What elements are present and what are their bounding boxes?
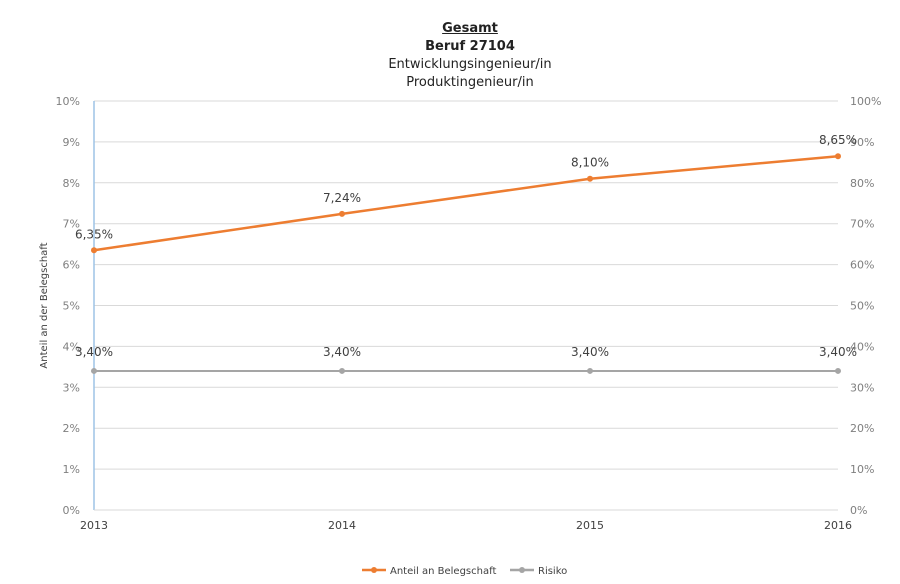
data-label: 8,10% [571,156,609,170]
y-tick-label: 7% [63,218,80,231]
legend-label: Risiko [538,566,567,577]
data-label: 3,40% [75,345,113,359]
x-tick-label: 2016 [824,519,852,532]
legend-item[interactable]: Risiko [510,566,567,577]
y-tick-label: 5% [63,300,80,313]
y2-tick-label: 60% [850,259,874,272]
y-tick-label: 2% [63,422,80,435]
legend-marker [371,567,377,573]
legend-item[interactable]: Anteil an Belegschaft [362,566,496,577]
y-tick-label: 1% [63,463,80,476]
series-lines [93,154,839,372]
y2-tick-label: 50% [850,300,874,313]
y-tick-label: 0% [63,504,80,517]
y2-tick-label: 40% [850,340,874,353]
data-point [91,247,97,254]
chart-subtitle-2: Entwicklungsingenieur/in [388,57,552,72]
y-tick-label: 3% [63,381,80,394]
y2-tick-label: 30% [850,381,874,394]
data-label: 3,40% [571,345,609,359]
data-point [587,367,593,374]
data-point [339,210,345,217]
legend-marker [519,567,525,573]
data-label: 8,65% [819,133,857,147]
y-tick-label: 9% [63,136,80,149]
y2-tick-label: 70% [850,218,874,231]
data-point [835,153,841,160]
chart-title-block: Gesamt Beruf 27104 Entwicklungsingenieur… [260,20,680,92]
data-label: 3,40% [323,345,361,359]
data-point [835,367,841,374]
series-line-anteil [93,154,839,252]
y-tick-label: 6% [63,259,80,272]
data-point [587,175,593,182]
chart-subtitle-3: Produktingenieur/in [406,75,534,90]
y2-tick-label: 10% [850,463,874,476]
axes: 0% 1% 2% 3% 4% 5% 6% 7% 8% 9% 10% 0% 10% 20% 30% 40% 50%… [39,95,881,532]
legend: Anteil an Belegschaft Risiko [362,566,567,577]
y-axis-title: Anteil an der Belegschaft [39,242,50,368]
y2-tick-label: 90% [850,136,874,149]
legend-label: Anteil an Belegschaft [390,566,496,577]
data-label: 3,40% [819,345,857,359]
x-tick-label: 2014 [328,519,356,532]
data-point [339,367,345,374]
y-tick-label: 10% [56,95,80,108]
data-labels: 6,35% 7,24% 8,10% 8,65% 3,40% 3,40% 3,40% 3,40% [75,133,857,359]
y-tick-label: 8% [63,177,80,190]
series-points [91,153,841,374]
chart-subtitle-1: Beruf 27104 [425,39,515,54]
x-tick-label: 2013 [80,519,108,532]
y2-tick-label: 100% [850,95,881,108]
data-label: 6,35% [75,227,113,241]
data-label: 7,24% [323,191,361,205]
y2-tick-label: 0% [850,504,867,517]
y2-tick-label: 20% [850,422,874,435]
chart-title: Gesamt [442,21,498,36]
x-tick-label: 2015 [576,519,604,532]
y2-tick-label: 80% [850,177,874,190]
gridlines [94,100,838,511]
y-tick-label: 4% [63,340,80,353]
data-point [91,367,97,374]
